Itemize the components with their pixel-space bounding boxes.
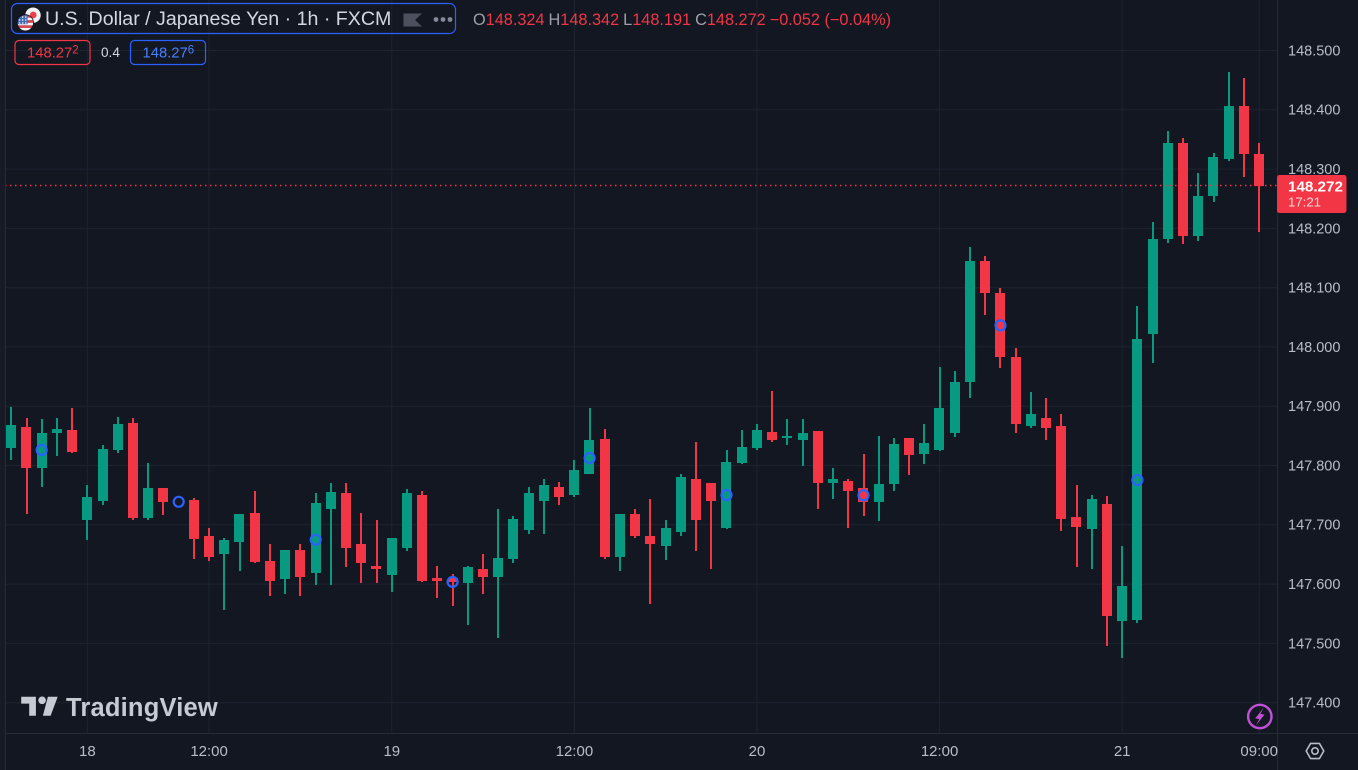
svg-text:12:00: 12:00 <box>556 743 594 760</box>
svg-text:147.600: 147.600 <box>1288 577 1340 593</box>
svg-text:20: 20 <box>749 743 766 760</box>
svg-text:0.4: 0.4 <box>101 45 120 60</box>
svg-text:12:00: 12:00 <box>190 743 228 760</box>
svg-text:148.272: 148.272 <box>27 45 79 62</box>
svg-text:148.000: 148.000 <box>1288 340 1340 356</box>
svg-text:147.500: 147.500 <box>1288 636 1340 652</box>
svg-text:148.200: 148.200 <box>1288 221 1340 237</box>
svg-text:148.300: 148.300 <box>1288 162 1340 178</box>
svg-text:12:00: 12:00 <box>921 743 959 760</box>
svg-text:21: 21 <box>1114 743 1131 760</box>
svg-text:TradingView: TradingView <box>66 694 218 722</box>
svg-text:148.276: 148.276 <box>143 45 195 62</box>
svg-text:147.400: 147.400 <box>1288 696 1340 712</box>
svg-text:17:21: 17:21 <box>1288 195 1321 210</box>
svg-text:147.900: 147.900 <box>1288 399 1340 415</box>
svg-text:148.272: 148.272 <box>1288 179 1343 196</box>
svg-text:148.500: 148.500 <box>1288 43 1340 59</box>
svg-text:147.800: 147.800 <box>1288 458 1340 474</box>
svg-text:09:00: 09:00 <box>1240 743 1278 760</box>
svg-text:147.700: 147.700 <box>1288 518 1340 534</box>
svg-text:U.S. Dollar / Japanese Yen · 1: U.S. Dollar / Japanese Yen · 1h · FXCM <box>45 8 391 30</box>
svg-text:19: 19 <box>383 743 400 760</box>
svg-text:148.100: 148.100 <box>1288 281 1340 297</box>
svg-text:18: 18 <box>79 743 96 760</box>
svg-text:148.400: 148.400 <box>1288 103 1340 119</box>
